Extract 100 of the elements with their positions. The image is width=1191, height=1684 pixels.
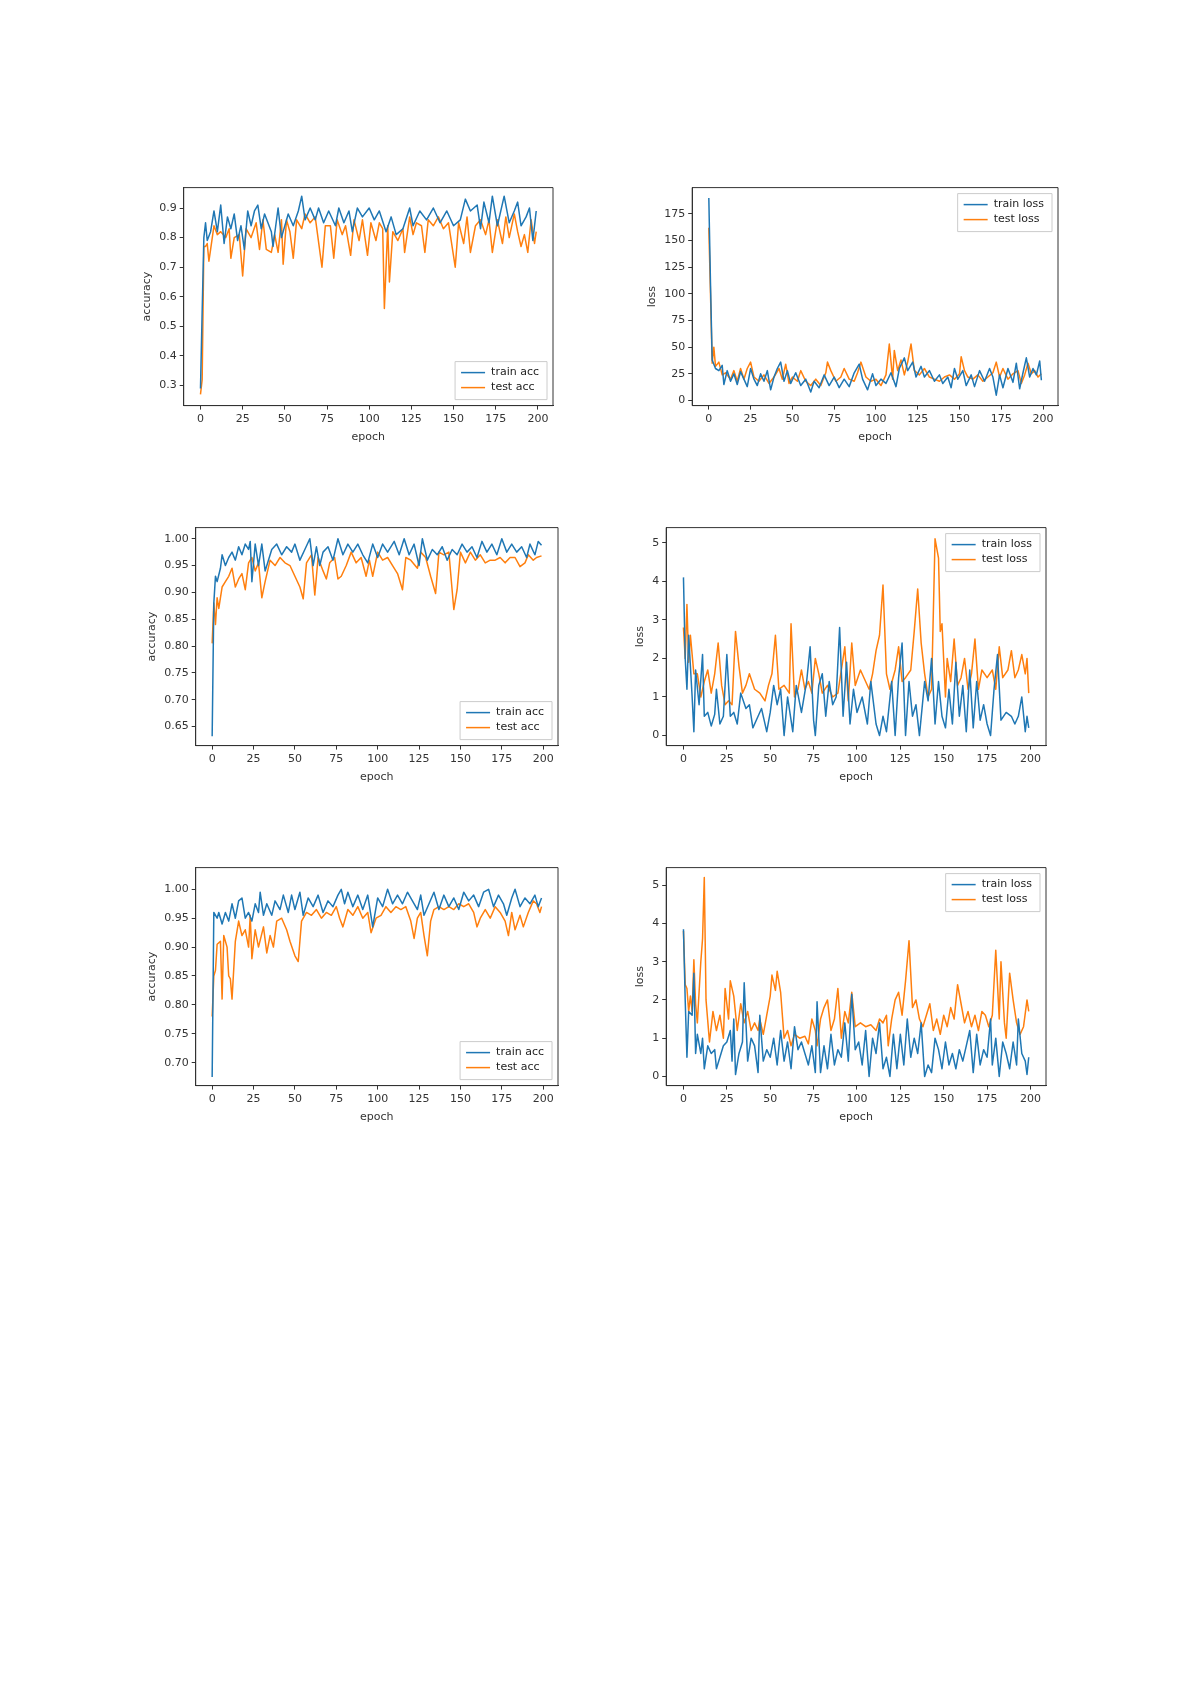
y-tick-label: 1.00 [164, 531, 189, 545]
y-tick-label: 0 [652, 728, 660, 742]
x-tick-label: 175 [976, 1092, 998, 1106]
y-tick-label: 0.5 [159, 319, 177, 333]
y-axis-title: loss [633, 965, 647, 988]
y-tick-label: 0.75 [164, 665, 189, 679]
x-tick-label: 175 [976, 752, 998, 766]
y-tick-label: 75 [671, 313, 686, 327]
legend-label: train acc [496, 1045, 544, 1059]
x-axis-title: epoch [839, 1110, 873, 1124]
y-tick-label: 175 [664, 206, 686, 220]
x-tick-label: 100 [846, 752, 868, 766]
x-tick-label: 100 [367, 752, 389, 766]
y-tick-label: 5 [652, 535, 660, 549]
x-tick-label: 125 [889, 752, 911, 766]
x-axis-title: epoch [360, 1110, 394, 1124]
x-tick-label: 175 [491, 1092, 513, 1106]
y-axis-title: loss [645, 285, 659, 308]
x-tick-label: 100 [367, 1092, 389, 1106]
x-tick-label: 25 [719, 752, 734, 766]
x-tick-label: 25 [235, 412, 250, 426]
x-tick-label: 125 [907, 412, 929, 426]
x-tick-label: 150 [443, 412, 465, 426]
x-tick-label: 125 [408, 752, 430, 766]
x-tick-label: 100 [846, 1092, 868, 1106]
legend-label: train loss [993, 197, 1045, 211]
y-tick-label: 0.6 [159, 289, 177, 303]
y-tick-label: 0.3 [159, 378, 177, 392]
y-tick-label: 0.90 [164, 585, 189, 599]
y-tick-label: 0.95 [164, 911, 189, 925]
y-tick-label: 0.85 [164, 612, 189, 626]
y-tick-label: 4 [652, 574, 660, 588]
x-tick-label: 75 [827, 412, 842, 426]
x-tick-label: 50 [763, 752, 778, 766]
legend-label: test acc [491, 380, 535, 394]
y-axis-title: accuracy [140, 271, 154, 322]
y-tick-label: 1 [652, 1031, 660, 1045]
x-tick-label: 50 [277, 412, 292, 426]
legend-label: test acc [496, 720, 540, 734]
legend-label: train acc [496, 705, 544, 719]
y-tick-label: 1.00 [164, 882, 189, 896]
x-tick-label: 200 [1019, 1092, 1041, 1106]
x-tick-label: 25 [719, 1092, 734, 1106]
y-tick-label: 0 [678, 393, 686, 407]
y-axis-title: loss [633, 625, 647, 648]
x-tick-label: 150 [948, 412, 970, 426]
y-tick-label: 0.7 [159, 260, 177, 274]
x-tick-label: 50 [287, 752, 302, 766]
y-tick-label: 0.70 [164, 1055, 189, 1069]
x-axis-title: epoch [351, 430, 386, 444]
y-tick-label: 2 [652, 992, 660, 1006]
x-tick-label: 0 [208, 752, 216, 766]
x-tick-label: 125 [408, 1092, 430, 1106]
legend-label: train acc [491, 365, 539, 379]
x-axis-title: epoch [839, 770, 873, 784]
x-tick-label: 75 [806, 1092, 821, 1106]
y-tick-label: 0.75 [164, 1026, 189, 1040]
legend-label: train loss [981, 537, 1033, 551]
y-tick-label: 0.80 [164, 638, 189, 652]
x-tick-label: 200 [1019, 752, 1041, 766]
x-tick-label: 150 [449, 1092, 471, 1106]
x-tick-label: 200 [532, 1092, 554, 1106]
x-tick-label: 175 [485, 412, 507, 426]
x-tick-label: 75 [329, 752, 344, 766]
y-tick-label: 0.65 [164, 719, 189, 733]
y-tick-label: 125 [664, 260, 686, 274]
x-tick-label: 150 [933, 1092, 955, 1106]
x-tick-label: 0 [705, 412, 713, 426]
x-tick-label: 75 [320, 412, 335, 426]
legend-label: train loss [981, 877, 1033, 891]
y-tick-label: 100 [664, 286, 686, 300]
y-tick-label: 1 [652, 689, 660, 703]
x-tick-label: 100 [865, 412, 887, 426]
x-tick-label: 125 [400, 412, 422, 426]
y-tick-label: 25 [671, 366, 686, 380]
y-tick-label: 0.95 [164, 558, 189, 572]
x-tick-label: 200 [1032, 412, 1054, 426]
x-tick-label: 75 [329, 1092, 344, 1106]
x-tick-label: 150 [933, 752, 955, 766]
x-tick-label: 25 [246, 752, 261, 766]
y-tick-label: 150 [664, 233, 686, 247]
y-axis-title: accuracy [145, 611, 159, 662]
y-tick-label: 0.90 [164, 939, 189, 953]
x-tick-label: 200 [527, 412, 549, 426]
y-tick-label: 0.85 [164, 968, 189, 982]
x-tick-label: 200 [532, 752, 554, 766]
y-axis-title: accuracy [145, 951, 159, 1002]
x-tick-label: 175 [491, 752, 513, 766]
x-tick-label: 125 [889, 1092, 911, 1106]
x-tick-label: 0 [196, 412, 204, 426]
y-tick-label: 0.4 [159, 348, 177, 362]
x-tick-label: 150 [449, 752, 471, 766]
legend-label: test loss [981, 552, 1028, 566]
y-tick-label: 0.9 [159, 200, 177, 214]
x-tick-label: 50 [763, 1092, 778, 1106]
x-axis-title: epoch [360, 770, 394, 784]
y-tick-label: 5 [652, 878, 660, 892]
x-tick-label: 50 [287, 1092, 302, 1106]
y-tick-label: 0.8 [159, 230, 177, 244]
x-tick-label: 25 [743, 412, 758, 426]
